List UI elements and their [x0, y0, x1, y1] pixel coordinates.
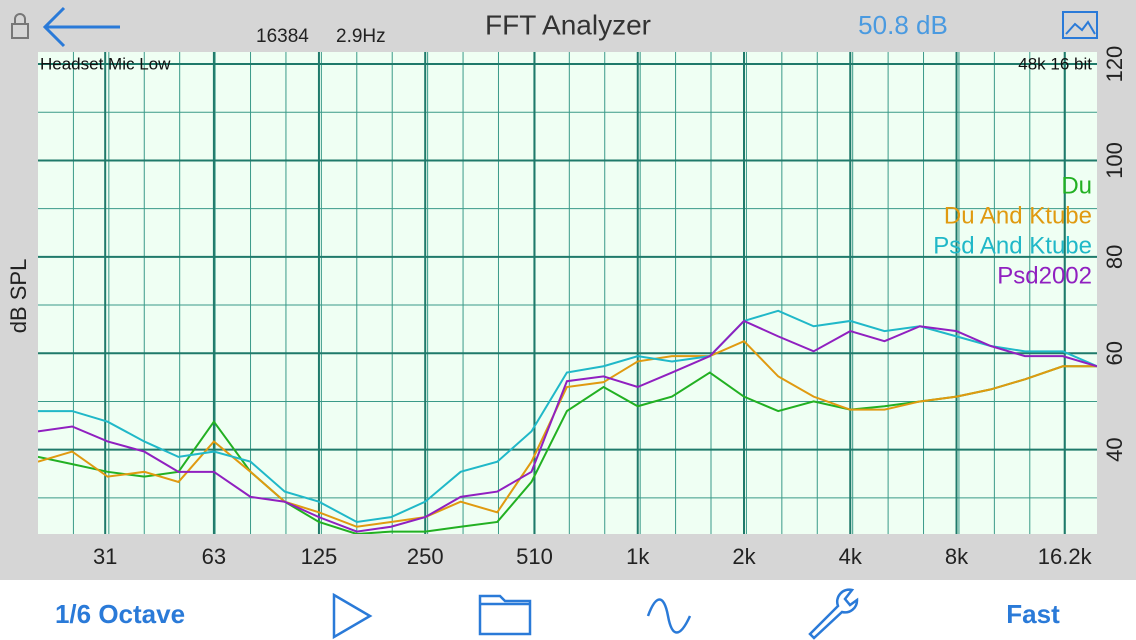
play-button[interactable] [332, 592, 373, 640]
x-tick-label: 4k [839, 544, 863, 569]
legend-entry: Du [1061, 172, 1092, 199]
lock-icon [11, 13, 29, 39]
input-label: Headset Mic Low [40, 54, 171, 73]
app-title: FFT Analyzer [485, 9, 651, 40]
x-tick-label: 125 [301, 544, 338, 569]
x-tick-label: 2k [732, 544, 756, 569]
y-tick-label: 40 [1102, 437, 1127, 461]
y-axis-label: dB SPL [6, 259, 31, 334]
y-tick-label: 100 [1102, 142, 1127, 179]
series-line [38, 340, 1097, 528]
signal-button[interactable] [646, 598, 692, 634]
x-tick-label: 510 [516, 544, 553, 569]
legend-entry: Du And Ktube [944, 202, 1092, 229]
speed-button[interactable]: Fast [1006, 599, 1060, 629]
legend-entry: Psd And Ktube [933, 232, 1092, 259]
x-tick-label: 8k [945, 544, 969, 569]
x-tick-label: 250 [407, 544, 444, 569]
format-label: 48k 16 bit [1018, 54, 1092, 73]
legend-entry: Psd2002 [997, 262, 1092, 289]
level[interactable]: 50.8 dB [858, 10, 948, 40]
settings-button[interactable] [808, 588, 859, 640]
series-line [38, 319, 1097, 533]
folder-button[interactable] [478, 594, 532, 636]
y-tick-label: 120 [1102, 46, 1127, 83]
x-tick-label: 63 [202, 544, 226, 569]
lines [38, 309, 1097, 534]
x-tick-label: 31 [93, 544, 117, 569]
y-tick-label: 60 [1102, 341, 1127, 365]
x-tick-label: 16.2k [1038, 544, 1093, 569]
resolution: 2.9Hz [336, 26, 386, 47]
y-tick-label: 80 [1102, 245, 1127, 269]
image-button[interactable] [1062, 11, 1098, 39]
fft-size: 16384 [256, 26, 309, 47]
resolution-button[interactable]: 1/6 Octave [55, 599, 185, 629]
x-tick-label: 1k [626, 544, 650, 569]
back-button[interactable] [42, 6, 120, 48]
